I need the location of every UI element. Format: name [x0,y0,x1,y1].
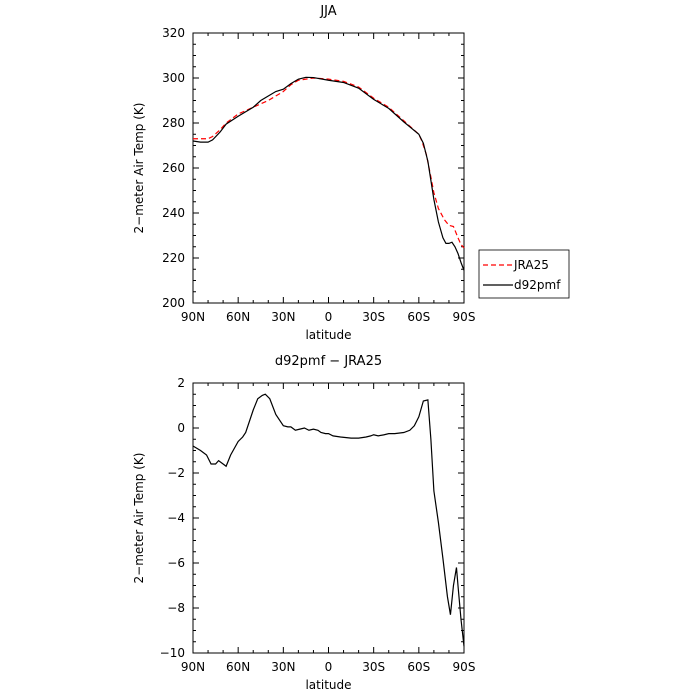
x-tick-label: 90S [453,660,476,674]
y-tick-label: 240 [162,206,185,220]
x-axis-label: latitude [305,328,351,342]
y-axis-label: 2−meter Air Temp (K) [132,103,146,234]
y-tick-label: 320 [162,26,185,40]
x-tick-label: 60S [407,310,430,324]
legend-label: d92pmf [514,278,561,292]
y-tick-label: 220 [162,251,185,265]
y-tick-label: 280 [162,116,185,130]
plot-frame [192,32,465,304]
x-tick-label: 60N [226,660,250,674]
y-tick-label: 200 [162,296,185,310]
x-tick-label: 30S [362,310,385,324]
x-tick-label: 30N [271,310,295,324]
x-tick-label: 60S [407,660,430,674]
y-tick-label: −2 [167,466,185,480]
y-tick-label: 0 [177,421,185,435]
y-tick-label: 300 [162,71,185,85]
legend-box [478,249,570,299]
y-tick-label: 260 [162,161,185,175]
x-tick-label: 90N [181,660,205,674]
series-line-d92pmf [192,76,465,271]
plot-frame [192,382,465,654]
y-tick-label: −6 [167,556,185,570]
x-tick-label: 90N [181,310,205,324]
x-tick-label: 60N [226,310,250,324]
y-tick-label: −10 [160,646,185,660]
y-tick-label: 2 [177,376,185,390]
y-tick-label: −4 [167,511,185,525]
chart-title: JJA [319,4,336,19]
chart-title: d92pmf − JRA25 [275,354,382,369]
x-tick-label: 30N [271,660,295,674]
y-tick-label: −8 [167,601,185,615]
x-tick-label: 0 [325,310,333,324]
x-tick-label: 30S [362,660,385,674]
series-line-diff [192,393,465,647]
y-axis-label: 2−meter Air Temp (K) [132,453,146,584]
x-tick-label: 0 [325,660,333,674]
series-line-jra25 [193,77,465,249]
x-tick-label: 90S [453,310,476,324]
x-axis-label: latitude [305,678,351,692]
legend-label: JRA25 [513,258,549,272]
